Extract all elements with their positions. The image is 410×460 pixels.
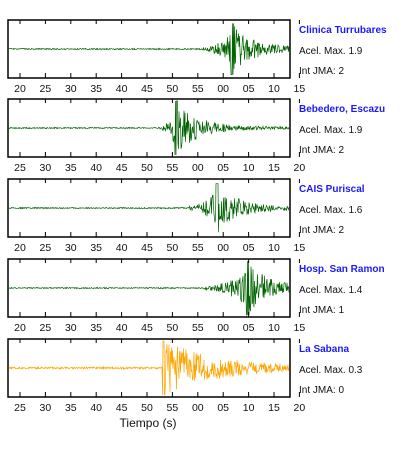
jma-intensity-label: Int JMA: 0 <box>299 385 344 396</box>
panels-group: 20 25 30 35 40 45 50 55 00 05 10 15 Clinica Turrubar… <box>7 19 387 414</box>
waveform-trace <box>8 100 290 156</box>
x-tick-label: 20 <box>14 83 26 95</box>
x-tick-label: 15 <box>294 83 306 95</box>
x-axis-ticks: 20 25 30 35 40 45 50 55 00 05 10 15 <box>14 259 305 334</box>
station-name: Clinica Turrubares <box>299 25 387 36</box>
x-tick-label: 30 <box>40 162 52 174</box>
jma-intensity-label: Int JMA: 2 <box>299 66 344 77</box>
x-tick-label: 50 <box>167 242 179 254</box>
max-acceleration-label: Acel. Max. 1.6 <box>299 205 363 216</box>
x-tick-label: 20 <box>14 322 26 334</box>
x-axis-ticks: 20 25 30 35 40 45 50 55 00 05 10 15 <box>14 179 305 254</box>
x-tick-label: 20 <box>294 402 306 414</box>
panel-frame <box>7 19 291 79</box>
panel-frame <box>7 98 291 158</box>
x-tick-label: 45 <box>141 83 153 95</box>
x-tick-label: 30 <box>65 322 77 334</box>
x-tick-label: 10 <box>268 242 280 254</box>
x-tick-label: 35 <box>90 242 102 254</box>
x-tick-label: 35 <box>90 83 102 95</box>
x-tick-label: 10 <box>268 322 280 334</box>
x-tick-label: 10 <box>243 162 255 174</box>
panel-frame <box>7 338 291 398</box>
x-tick-label: 45 <box>116 402 128 414</box>
seismogram-panel: 25 30 35 40 45 50 55 00 05 10 15 20 La Sabana Acel. M… <box>7 338 363 414</box>
x-tick-label: 25 <box>40 322 52 334</box>
x-tick-label: 05 <box>243 242 255 254</box>
x-tick-label: 10 <box>268 83 280 95</box>
x-tick-label: 50 <box>141 162 153 174</box>
x-tick-label: 15 <box>268 402 280 414</box>
seismogram-panel: 20 25 30 35 40 45 50 55 00 05 10 15 CAIS Puriscal Ace… <box>7 178 365 254</box>
x-tick-label: 25 <box>40 242 52 254</box>
x-tick-label: 15 <box>268 162 280 174</box>
x-tick-label: 25 <box>40 83 52 95</box>
seismogram-panel: 25 30 35 40 45 50 55 00 05 10 15 20 Bebedero, Escazu… <box>7 98 385 174</box>
x-tick-label: 40 <box>116 322 128 334</box>
x-tick-label: 45 <box>141 322 153 334</box>
max-acceleration-label: Acel. Max. 0.3 <box>299 365 363 376</box>
x-tick-label: 00 <box>217 322 229 334</box>
x-tick-label: 35 <box>65 162 77 174</box>
seismogram-panel: 20 25 30 35 40 45 50 55 00 05 10 15 Hosp. San Ramon A… <box>7 258 385 334</box>
station-name: La Sabana <box>299 344 349 355</box>
x-axis-ticks: 25 30 35 40 45 50 55 00 05 10 15 20 <box>14 99 305 174</box>
x-tick-label: 15 <box>294 242 306 254</box>
station-name: Hosp. San Ramon <box>299 264 385 275</box>
x-tick-label: 25 <box>14 402 26 414</box>
panel-frame <box>7 178 291 238</box>
x-tick-label: 00 <box>192 402 204 414</box>
x-tick-label: 20 <box>14 242 26 254</box>
x-axis-ticks: 25 30 35 40 45 50 55 00 05 10 15 20 <box>14 339 305 414</box>
x-tick-label: 00 <box>217 83 229 95</box>
x-tick-label: 45 <box>116 162 128 174</box>
x-tick-label: 30 <box>40 402 52 414</box>
x-tick-label: 30 <box>65 83 77 95</box>
jma-intensity-label: Int JMA: 2 <box>299 225 344 236</box>
panel-frame <box>7 258 291 318</box>
x-tick-label: 40 <box>116 83 128 95</box>
x-tick-label: 35 <box>90 322 102 334</box>
x-tick-label: 05 <box>217 402 229 414</box>
max-acceleration-label: Acel. Max. 1.9 <box>299 125 363 136</box>
station-name: CAIS Puriscal <box>299 184 365 195</box>
waveform-trace <box>8 23 290 76</box>
x-tick-label: 15 <box>294 322 306 334</box>
x-tick-label: 25 <box>14 162 26 174</box>
x-tick-label: 55 <box>192 83 204 95</box>
x-tick-label: 10 <box>243 402 255 414</box>
seismogram-panel: 20 25 30 35 40 45 50 55 00 05 10 15 Clinica Turrubar… <box>7 19 387 95</box>
station-name: Bebedero, Escazu <box>299 104 385 115</box>
x-tick-label: 40 <box>90 162 102 174</box>
x-tick-label: 50 <box>167 83 179 95</box>
x-tick-label: 50 <box>141 402 153 414</box>
x-tick-label: 55 <box>167 162 179 174</box>
x-tick-label: 00 <box>217 242 229 254</box>
max-acceleration-label: Acel. Max. 1.9 <box>299 46 363 57</box>
jma-intensity-label: Int JMA: 1 <box>299 305 344 316</box>
waveform-trace <box>8 260 290 316</box>
x-tick-label: 05 <box>243 322 255 334</box>
x-tick-label: 30 <box>65 242 77 254</box>
x-tick-label: 55 <box>192 242 204 254</box>
x-tick-label: 20 <box>294 162 306 174</box>
x-tick-label: 05 <box>243 83 255 95</box>
waveform-trace <box>8 183 290 233</box>
max-acceleration-label: Acel. Max. 1.4 <box>299 285 363 296</box>
x-tick-label: 40 <box>116 242 128 254</box>
waveform-trace <box>8 340 290 396</box>
x-tick-label: 50 <box>167 322 179 334</box>
x-tick-label: 55 <box>192 322 204 334</box>
x-tick-label: 05 <box>217 162 229 174</box>
x-axis-title: Tiempo (s) <box>120 416 177 430</box>
jma-intensity-label: Int JMA: 2 <box>299 145 344 156</box>
x-tick-label: 40 <box>90 402 102 414</box>
x-tick-label: 35 <box>65 402 77 414</box>
x-axis-ticks: 20 25 30 35 40 45 50 55 00 05 10 15 <box>14 20 305 95</box>
x-tick-label: 45 <box>141 242 153 254</box>
x-tick-label: 00 <box>192 162 204 174</box>
x-tick-label: 55 <box>167 402 179 414</box>
